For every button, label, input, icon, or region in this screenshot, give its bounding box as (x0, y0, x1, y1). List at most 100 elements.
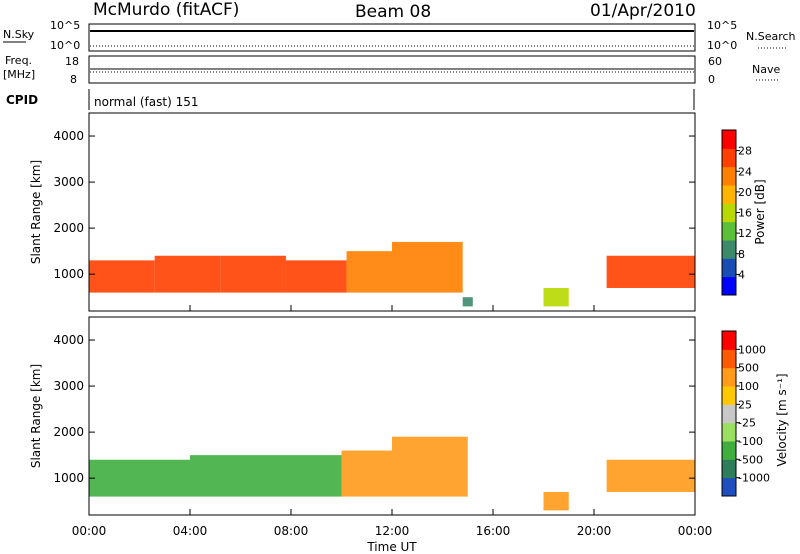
power-colorbar-tick-label: 28 (738, 145, 752, 158)
noise-right-tick-bottom: 10^0 (707, 39, 737, 52)
velocity-colorbar-segment (722, 459, 736, 479)
power-colorbar-segment (722, 276, 736, 296)
xtick-label: 04:00 (173, 524, 208, 538)
power-colorbar-tick-label: 8 (738, 248, 745, 261)
velocity-patch (543, 491, 569, 511)
power-colorbar-segment (722, 148, 736, 168)
velocity-ytick-label: 3000 (53, 379, 84, 393)
power-patch (606, 255, 695, 288)
station-title: McMurdo (fitACF) (93, 0, 239, 20)
power-colorbar-segment (722, 221, 736, 241)
power-ytick-label: 4000 (53, 129, 84, 143)
power-colorbar-segment (722, 240, 736, 259)
velocity-colorbar-label: Velocity [m s⁻¹] (775, 373, 789, 466)
power-patch (285, 260, 347, 293)
freq-panel-frame (88, 55, 696, 84)
power-ytick-label: 2000 (53, 221, 84, 235)
xtick-label: 00:00 (72, 524, 107, 538)
noise-left-tick-bottom: 10^0 (50, 39, 80, 52)
power-patch (543, 287, 569, 307)
velocity-colorbar-tick-label: 25 (738, 398, 752, 411)
velocity-patch (392, 436, 468, 497)
velocity-colorbar-segment (722, 386, 736, 405)
power-colorbar-tick-label: 12 (738, 227, 752, 240)
velocity-colorbar-tick-label: -25 (738, 417, 756, 430)
power-heatmap (89, 241, 695, 307)
nave-tick-top: 60 (708, 55, 722, 68)
power-colorbar-tick-label: 16 (738, 207, 752, 220)
velocity-colorbar-tick-label: 500 (738, 362, 759, 375)
power-colorbar-label: Power [dB] (753, 179, 767, 244)
freq-label-line1: Freq. (5, 54, 32, 67)
freq-tick-top: 18 (65, 55, 79, 68)
power-colorbar: 4 8 12 16 20 24 28 (721, 129, 752, 296)
noise-traces (90, 30, 694, 47)
velocity-colorbar-tick-label: 100 (738, 380, 759, 393)
power-patch (392, 241, 463, 293)
noise-left-label: N.Sky (3, 28, 35, 41)
velocity-colorbar-segment (722, 477, 736, 497)
velocity-colorbar-frame (721, 330, 737, 497)
velocity-colorbar-tick-label: -500 (738, 453, 763, 466)
noise-left-tick-top: 10^5 (50, 19, 80, 32)
velocity-colorbar-segment (722, 422, 736, 442)
velocity-colorbar-segment (722, 441, 736, 460)
velocity-colorbar-tick-label: 1000 (738, 343, 766, 356)
velocity-patch (341, 450, 392, 497)
xtick-label: 12:00 (375, 524, 410, 538)
velocity-ytick-label: 2000 (53, 425, 84, 439)
noise-panel: N.Sky 10^5 10^0 10^5 10^0 N.Search (3, 19, 796, 52)
power-ytick-label: 3000 (53, 175, 84, 189)
freq-tick-bottom: 8 (70, 73, 77, 86)
velocity-ylabel: Slant Range [km] (29, 364, 43, 468)
velocity-colorbar-tick-label: -100 (738, 435, 763, 448)
velocity-patch (606, 459, 695, 492)
freq-label-line2: [MHz] (3, 68, 35, 81)
nave-tick-bottom: 0 (708, 73, 715, 86)
power-colorbar-segment (722, 130, 736, 149)
power-patch (346, 251, 392, 293)
velocity-y-ticks: 1000 2000 3000 4000 (53, 333, 695, 485)
noise-right-label: N.Search (746, 30, 796, 43)
velocity-ytick-label: 4000 (53, 333, 84, 347)
velocity-ytick-label: 1000 (53, 471, 84, 485)
freq-panel: Freq. [MHz] 18 8 60 0 Nave (3, 54, 780, 86)
power-colorbar-tick-label: 4 (738, 268, 745, 281)
power-panel: 1000 2000 3000 4000 Slant Range [km] 4 8 12 16… (29, 112, 767, 312)
power-colorbar-tick-label: 24 (738, 165, 752, 178)
power-colorbar-segment (722, 258, 736, 278)
xtick-label: 20:00 (577, 524, 612, 538)
velocity-heatmap (89, 436, 695, 511)
power-ylabel: Slant Range [km] (29, 160, 43, 264)
power-colorbar-segment (722, 166, 736, 186)
power-colorbar-tick-label: 20 (738, 186, 752, 199)
nave-label: Nave (752, 63, 780, 76)
power-patch (154, 255, 221, 293)
power-patch (462, 297, 473, 307)
time-xlabel: Time UT (366, 540, 417, 554)
xtick-label: 08:00 (274, 524, 309, 538)
velocity-patch (190, 455, 342, 497)
noise-right-tick-top: 10^5 (707, 19, 737, 32)
xtick-label: 00:00 (678, 524, 713, 538)
velocity-colorbar-tick-label: -1000 (738, 472, 770, 485)
velocity-colorbar-segment (722, 404, 736, 424)
power-colorbar-segment (722, 185, 736, 204)
velocity-colorbar-segment (722, 367, 736, 387)
power-patch (89, 260, 155, 293)
cpid-mode: normal (fast) 151 (94, 95, 198, 109)
velocity-patch (89, 459, 190, 497)
noise-panel-frame (88, 23, 696, 52)
velocity-panel: 1000 2000 3000 4000 Slant Range [km] 1000 50… (29, 305, 789, 554)
beam-title: Beam 08 (355, 2, 431, 22)
power-colorbar-segment (722, 203, 736, 223)
time-x-ticks: 00:00 04:00 08:00 12:00 16:00 20:00 00:00 (72, 305, 713, 538)
power-ytick-label: 1000 (53, 267, 84, 281)
cpid-label: CPID (6, 93, 38, 107)
power-patch (220, 255, 286, 293)
xtick-label: 16:00 (476, 524, 511, 538)
power-y-ticks: 1000 2000 3000 4000 (53, 129, 695, 281)
date-title: 01/Apr/2010 (590, 1, 696, 21)
velocity-colorbar-segment (722, 349, 736, 369)
